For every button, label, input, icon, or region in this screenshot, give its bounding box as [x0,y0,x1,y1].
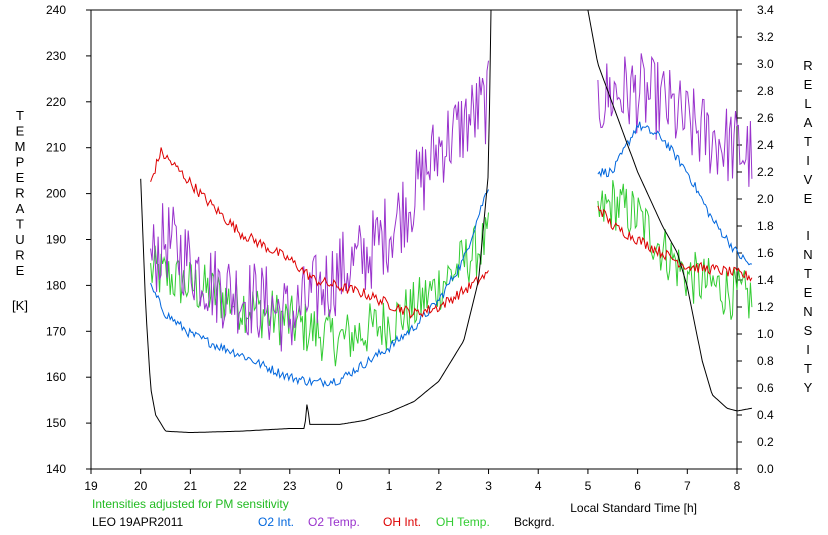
series-line-o2_temp [597,53,753,187]
legend-o2-temp: O2 Temp. [308,515,360,529]
y-left-tick-label: 180 [46,278,66,292]
series-o2_int [150,121,752,388]
y-right-tick-label: 0.6 [757,381,774,395]
series-line-oh_temp [597,180,753,320]
legend-oh-int: OH Int. [383,515,421,529]
footer-station-date: LEO 19APR2011 [92,515,183,529]
y-right-tick-label: 0.8 [757,354,774,368]
y-right-tick-label: 0.2 [757,435,774,449]
y-left-tick-label: 200 [46,187,66,201]
legend-o2-int: O2 Int. [258,515,294,529]
series-oh_int [150,147,753,319]
y-left-tick-label: 160 [46,370,66,384]
axis-ticks [86,9,742,474]
x-tick-label: 21 [184,479,198,493]
series-line-bckgrd [587,9,752,412]
x-tick-label: 3 [485,479,492,493]
x-tick-label: 1 [386,479,393,493]
y-right-tick-label: 3.0 [757,57,774,71]
y-right-tick-label: 1.0 [757,327,774,341]
series-oh_temp [150,180,753,367]
y-right-tick-label: 3.4 [757,3,774,17]
right-axis-tick-labels: 0.0 0.2 0.4 0.6 0.8 1.0 1.2 1.4 1.6 1.8 2.0 2.2 2.4 2… [757,3,774,476]
series-o2_temp [150,53,753,352]
footer-note: Intensities adjusted for PM sensitivity [92,497,289,511]
x-axis-title: Local Standard Time [h] [570,501,697,515]
y-left-tick-label: 170 [46,324,66,338]
legend-oh-temp: OH Temp. [436,515,490,529]
left-axis-tick-labels: 140 150 160 170 180 190 200 210 220 230 240 [46,3,66,476]
series-line-bckgrd [140,9,492,433]
series-line-oh_int [150,147,489,319]
x-tick-label: 5 [585,479,592,493]
y-right-tick-label: 1.8 [757,219,774,233]
x-tick-label: 4 [535,479,542,493]
y-right-tick-label: 0.0 [757,462,774,476]
series-line-oh_temp [150,212,489,367]
x-tick-label: 6 [634,479,641,493]
series-layer [140,9,753,433]
legend: O2 Int. O2 Temp. OH Int. OH Temp. Bckgrd… [258,515,555,529]
y-left-tick-label: 230 [46,49,66,63]
y-left-tick-label: 220 [46,95,66,109]
series-line-oh_int [597,205,753,282]
series-line-o2_temp [150,60,489,352]
legend-bckgrd: Bckgrd. [514,515,555,529]
x-tick-label: 22 [233,479,247,493]
y-left-tick-label: 210 [46,141,66,155]
x-tick-label: 20 [134,479,148,493]
y-right-tick-label: 3.2 [757,30,774,44]
x-tick-label: 8 [734,479,741,493]
y-left-tick-label: 150 [46,416,66,430]
series-line-o2_int [597,121,752,266]
y-right-tick-label: 1.6 [757,246,774,260]
x-tick-label: 7 [684,479,691,493]
y-right-tick-label: 2.8 [757,84,774,98]
y-left-tick-label: 140 [46,462,66,476]
series-line-o2_int [150,189,489,388]
x-tick-label: 19 [84,479,98,493]
x-axis-tick-labels: 19 20 21 22 23 0 1 2 3 4 5 6 7 8 [84,479,740,493]
left-axis-unit: [K] [12,298,28,313]
y-right-tick-label: 2.4 [757,138,774,152]
x-tick-label: 0 [336,479,343,493]
y-right-tick-label: 2.6 [757,111,774,125]
y-right-tick-label: 1.2 [757,300,774,314]
y-right-tick-label: 2.2 [757,165,774,179]
x-tick-label: 2 [436,479,443,493]
series-bckgrd [140,9,752,433]
y-left-tick-label: 190 [46,233,66,247]
x-tick-label: 23 [283,479,297,493]
y-left-tick-label: 240 [46,3,66,17]
y-right-tick-label: 0.4 [757,408,774,422]
y-right-tick-label: 1.4 [757,273,774,287]
y-right-tick-label: 2.0 [757,192,774,206]
